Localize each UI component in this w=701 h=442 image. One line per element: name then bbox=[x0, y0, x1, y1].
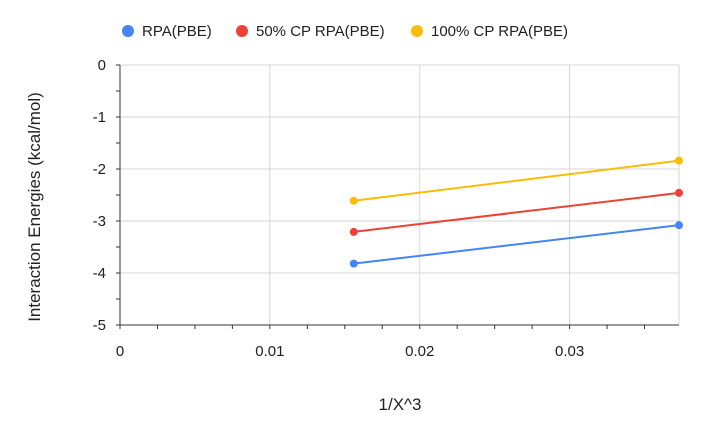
axes: 0 -1 -2 -3 -4 -5 0 0.01 0.02 0.03 bbox=[93, 57, 679, 360]
series bbox=[349, 156, 683, 268]
data-point bbox=[675, 156, 683, 165]
legend-item: RPA(PBE) bbox=[122, 23, 212, 40]
series-line bbox=[353, 159, 680, 202]
legend-label: RPA(PBE) bbox=[142, 23, 212, 40]
series-2 bbox=[349, 156, 683, 205]
y-axis-title: Interaction Energies (kcal/mol) bbox=[25, 92, 44, 322]
legend-label: 100% CP RPA(PBE) bbox=[431, 23, 568, 40]
x-tick-label: 0.03 bbox=[555, 343, 584, 360]
y-tick-label: 0 bbox=[98, 57, 106, 74]
data-point bbox=[675, 188, 683, 197]
y-tick-label: -5 bbox=[93, 317, 106, 334]
data-point bbox=[349, 259, 358, 268]
series-1 bbox=[349, 188, 683, 236]
series-line bbox=[353, 224, 680, 265]
x-axis-title: 1/X^3 bbox=[379, 395, 422, 414]
legend-item: 50% CP RPA(PBE) bbox=[236, 23, 385, 40]
legend-label: 50% CP RPA(PBE) bbox=[256, 23, 385, 40]
data-point bbox=[675, 221, 683, 230]
x-tick-label: 0.02 bbox=[405, 343, 434, 360]
gridlines bbox=[120, 64, 680, 325]
data-point bbox=[349, 196, 358, 205]
y-tick-label: -2 bbox=[93, 161, 106, 178]
legend-swatch bbox=[122, 25, 134, 37]
y-tick-label: -4 bbox=[93, 265, 106, 282]
legend-swatch bbox=[411, 25, 423, 37]
legend-swatch bbox=[236, 25, 248, 37]
series-0 bbox=[349, 221, 683, 268]
series-line bbox=[353, 191, 680, 233]
data-point bbox=[349, 227, 358, 236]
x-tick-label: 0 bbox=[116, 343, 124, 360]
legend-item: 100% CP RPA(PBE) bbox=[411, 23, 568, 40]
y-tick-label: -1 bbox=[93, 109, 106, 126]
x-tick-label: 0.01 bbox=[255, 343, 284, 360]
y-tick-label: -3 bbox=[93, 213, 106, 230]
legend: RPA(PBE) 50% CP RPA(PBE) 100% CP RPA(PBE) bbox=[122, 23, 568, 40]
